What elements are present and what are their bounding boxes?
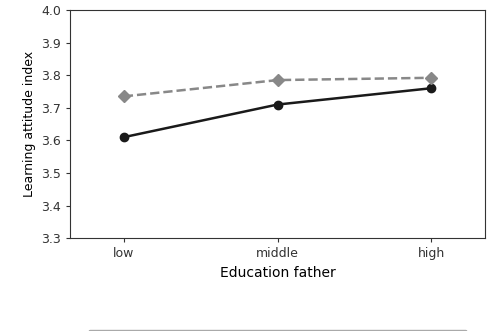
Y-axis label: Learning attitude index: Learning attitude index (22, 51, 36, 197)
X-axis label: Education father: Education father (220, 266, 336, 280)
Legend: workplace training = low, workplace training = high: workplace training = low, workplace trai… (88, 330, 468, 331)
